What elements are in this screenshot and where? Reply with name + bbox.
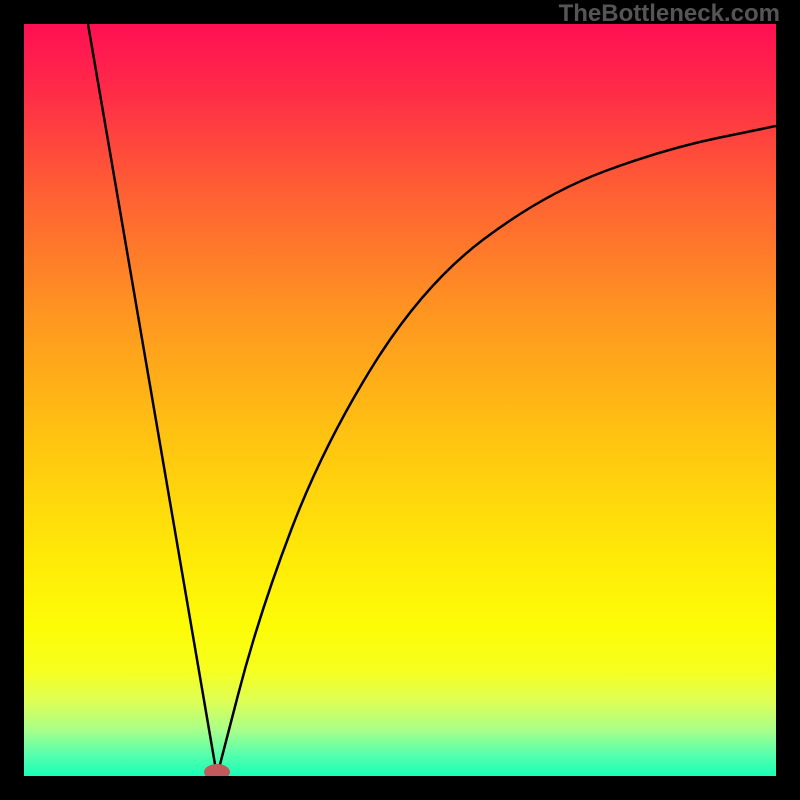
chart-container: TheBottleneck.com <box>0 0 800 800</box>
curve-svg <box>24 24 776 776</box>
vertex-marker <box>204 764 230 776</box>
v-curve-path <box>88 24 776 776</box>
watermark-text: TheBottleneck.com <box>559 0 780 28</box>
plot-area <box>24 24 776 776</box>
